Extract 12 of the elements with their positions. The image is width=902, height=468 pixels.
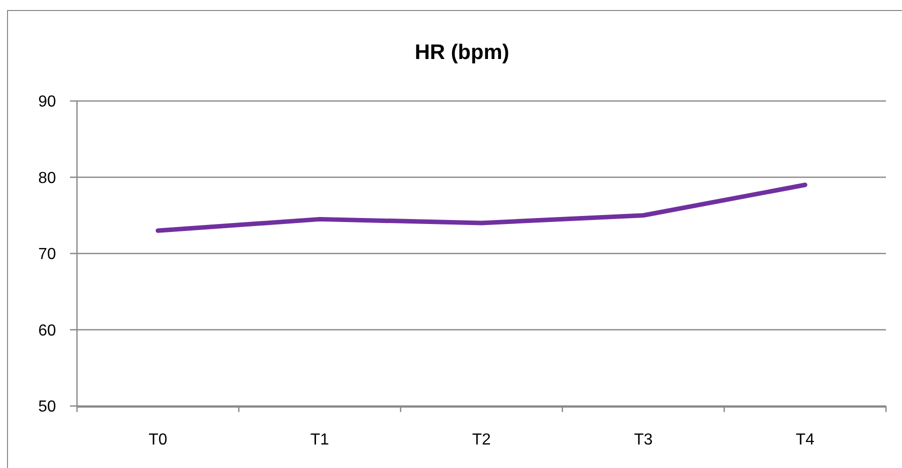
x-tick-label: T4 (796, 431, 815, 448)
y-tick-label: 50 (38, 398, 56, 416)
x-tick-label: T2 (472, 431, 491, 448)
y-tick-label: 60 (38, 322, 56, 340)
chart-title: HR (bpm) (414, 41, 510, 65)
x-tick-label: T1 (310, 431, 330, 448)
line-series (156, 182, 808, 233)
y-tick-label: 80 (38, 170, 56, 187)
y-tick-label: 70 (38, 246, 56, 264)
y-tick-label: 90 (38, 94, 56, 111)
x-tick-label: T3 (634, 431, 653, 448)
x-tick-label: T0 (148, 431, 168, 448)
